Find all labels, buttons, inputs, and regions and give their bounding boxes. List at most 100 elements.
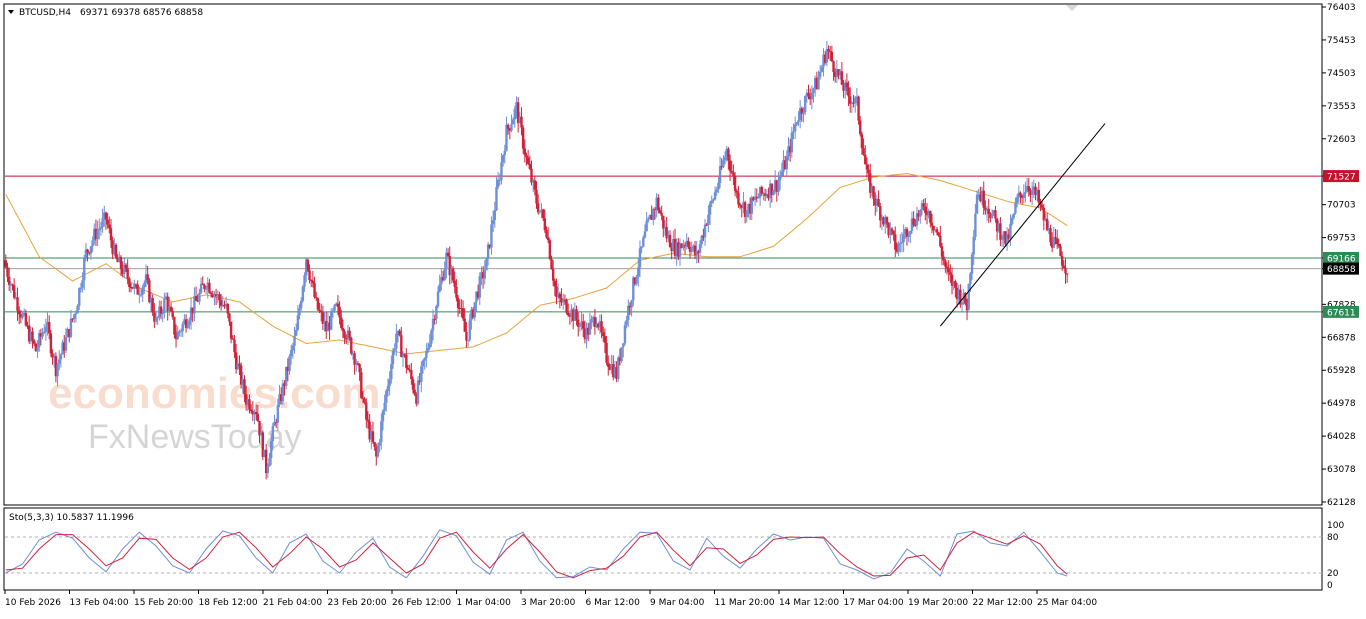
candle — [788, 138, 792, 162]
candle — [89, 245, 93, 260]
stochastic-axis: 100 80 20 0 — [1327, 521, 1344, 591]
candle — [311, 270, 315, 288]
candle — [1042, 203, 1046, 231]
candle — [355, 359, 358, 372]
candle — [116, 253, 119, 263]
candle — [657, 194, 660, 214]
candle — [877, 190, 880, 207]
candle — [545, 226, 548, 239]
candle — [975, 190, 979, 214]
candle — [121, 261, 124, 278]
candle — [298, 303, 301, 320]
candle — [740, 204, 743, 218]
candle — [239, 362, 243, 389]
candle — [496, 172, 500, 190]
candle — [209, 291, 213, 298]
candle — [248, 394, 251, 414]
candle — [448, 246, 451, 285]
stochastic-signal-line — [5, 531, 1068, 579]
candle — [967, 283, 970, 311]
price-tick-label: 75453 — [1327, 36, 1356, 46]
candle — [782, 150, 785, 176]
candle — [450, 264, 453, 284]
candle — [133, 279, 136, 295]
candle — [793, 116, 797, 139]
candle — [658, 207, 662, 214]
candle — [732, 164, 735, 185]
candle — [583, 320, 587, 344]
candle — [61, 339, 64, 355]
candle — [567, 303, 570, 317]
candle — [171, 307, 174, 320]
candle — [655, 193, 658, 218]
time-tick-label: 19 Mar 20:00 — [908, 598, 968, 608]
candle — [617, 355, 620, 382]
candle — [51, 349, 54, 365]
candle — [254, 404, 258, 421]
time-tick-label: 17 Mar 04:00 — [844, 598, 904, 608]
candle — [642, 235, 645, 248]
candle — [663, 220, 667, 236]
candle — [446, 248, 450, 257]
candle — [46, 312, 49, 336]
candle — [1007, 228, 1010, 243]
price-tick-label: 72603 — [1327, 135, 1356, 145]
candle — [551, 260, 555, 287]
candle — [550, 255, 553, 270]
candle — [834, 68, 837, 83]
candle — [234, 344, 238, 374]
candle — [653, 207, 657, 220]
candle — [887, 222, 890, 239]
candle — [366, 411, 370, 429]
candle — [885, 216, 889, 228]
candle — [600, 314, 603, 339]
candle — [348, 327, 351, 341]
price-tick-label: 70703 — [1327, 201, 1356, 211]
candle — [528, 155, 532, 171]
candle — [78, 287, 81, 311]
candle — [992, 210, 995, 217]
candle — [987, 198, 990, 223]
candle — [411, 376, 415, 394]
candle — [310, 279, 313, 288]
candle — [959, 284, 962, 308]
candle — [186, 318, 189, 329]
candle — [153, 303, 156, 329]
candle — [755, 188, 758, 203]
candle — [667, 230, 670, 243]
candle — [802, 107, 805, 123]
candle — [997, 220, 1000, 233]
symbol-dropdown-icon[interactable] — [8, 10, 14, 14]
candle — [615, 361, 618, 383]
trendline[interactable] — [939, 123, 1106, 327]
stochastic-level-label: 100 — [1327, 521, 1344, 531]
candle — [945, 262, 949, 275]
candle — [957, 284, 960, 304]
candle — [188, 317, 191, 330]
candle — [258, 420, 261, 444]
candle — [1022, 184, 1025, 204]
candle — [760, 185, 763, 196]
candle — [1004, 231, 1007, 247]
candle — [568, 313, 572, 325]
candle — [443, 261, 446, 282]
candle — [43, 324, 46, 335]
candle — [708, 201, 712, 225]
candle — [385, 388, 388, 412]
candle — [473, 302, 476, 321]
candle — [700, 234, 703, 248]
candle — [718, 156, 722, 189]
price-tick-label: 63078 — [1327, 465, 1356, 475]
price-tick-label: 76403 — [1327, 3, 1356, 13]
candle — [375, 443, 378, 466]
candle — [633, 276, 637, 286]
time-tick-label: 21 Feb 04:00 — [263, 598, 322, 608]
candle — [845, 73, 849, 95]
scroll-marker-icon[interactable] — [1066, 5, 1078, 11]
candle — [510, 114, 513, 133]
candle — [808, 88, 812, 106]
candle — [330, 308, 333, 331]
candle — [770, 183, 773, 203]
candle — [498, 173, 501, 186]
candle — [303, 272, 306, 292]
